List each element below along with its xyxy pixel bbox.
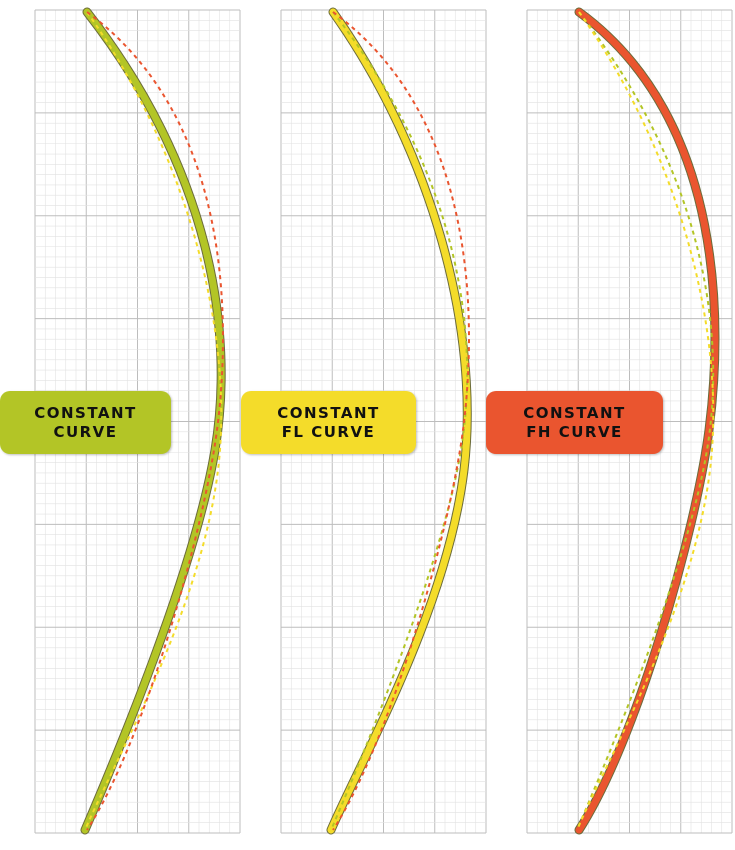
shaft-constant-fl [327,8,471,834]
shaft-constant [81,8,225,834]
label-line2: CURVE [53,422,118,441]
dashed-curve-constant-fh [332,11,470,831]
label-line1: CONSTANT [34,403,137,422]
label-line2: FL CURVE [281,422,376,441]
label-constant-curve: CONSTANT CURVE [0,391,171,454]
curve-panel-constant-fl [326,7,472,835]
dashed-curve-constant [330,11,469,831]
grid-panel [280,9,487,834]
label-line1: CONSTANT [523,403,626,422]
dashed-curve-constant-fh [86,11,224,831]
dashed-curve-constant [576,11,715,831]
label-constant-fh-curve: CONSTANT FH CURVE [486,391,663,454]
label-line1: CONSTANT [277,403,380,422]
curve-panel-constant-fh [574,7,720,835]
label-constant-fl-curve: CONSTANT FL CURVE [241,391,416,454]
label-line2: FH CURVE [526,422,623,441]
curve-panel-constant [80,7,226,835]
